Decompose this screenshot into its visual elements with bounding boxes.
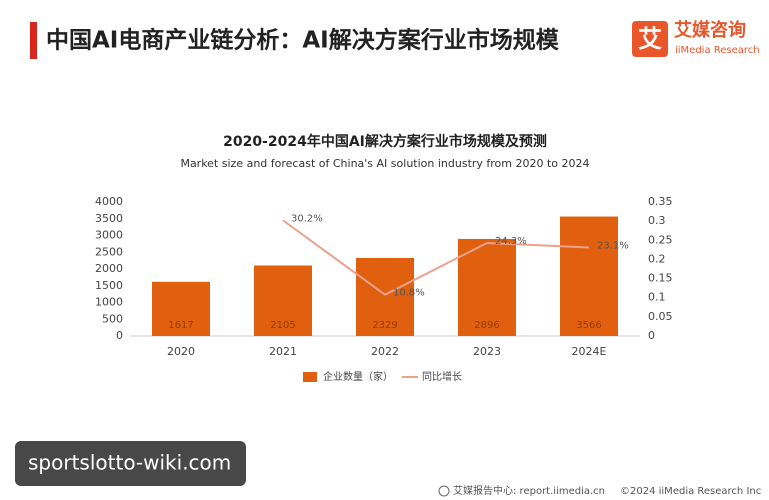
footer-copyright: ©2024 iiMedia Research Inc <box>620 486 761 497</box>
y2-tick-label: 0.05 <box>648 310 673 323</box>
x-tick-label: 2020 <box>167 345 195 358</box>
x-tick-label: 2022 <box>371 345 399 358</box>
logo-name: 艾媒咨询 <box>674 19 746 41</box>
watermark: sportslotto-wiki.com <box>28 451 231 475</box>
line-value-label: 10.8% <box>393 288 425 299</box>
y-tick-label: 500 <box>102 312 123 325</box>
logo-sub: iiMedia Research <box>675 45 760 56</box>
logo-mark: 艾 <box>638 25 662 53</box>
footer-icon <box>438 485 450 497</box>
y2-tick-label: 0.1 <box>648 291 666 304</box>
x-tick-label: 2023 <box>473 345 501 358</box>
logo-icon <box>632 21 668 57</box>
legend-label: 同比增长 <box>422 370 462 383</box>
y-tick-label: 1000 <box>95 296 123 309</box>
line-value-label: 24.3% <box>495 236 527 247</box>
watermark-box <box>15 441 246 486</box>
y-tick-label: 1500 <box>95 279 123 292</box>
footer-link: 艾媒报告中心: report.iimedia.cn <box>453 484 605 497</box>
bar <box>356 257 414 336</box>
y-tick-label: 4000 <box>95 195 123 208</box>
bar-value-label: 1617 <box>168 320 193 331</box>
y2-tick-label: 0.35 <box>648 195 673 208</box>
bar <box>152 281 210 336</box>
legend-swatch <box>303 372 317 382</box>
y2-tick-label: 0.15 <box>648 272 673 285</box>
y-tick-label: 0 <box>116 329 123 342</box>
page-title: 中国AI电商产业链分析：AI解决方案行业市场规模 <box>46 27 560 54</box>
y-tick-label: 3500 <box>95 212 123 225</box>
bar <box>458 238 516 336</box>
bar-value-label: 2329 <box>372 320 397 331</box>
y-tick-label: 2000 <box>95 262 123 275</box>
bar <box>254 265 312 336</box>
chart-title: 2020-2024年中国AI解决方案行业市场规模及预测 <box>223 133 547 150</box>
title-accent <box>30 22 37 59</box>
bar-value-label: 2896 <box>474 320 499 331</box>
x-tick-label: 2024E <box>572 345 607 358</box>
bar-value-label: 2105 <box>270 320 295 331</box>
y2-tick-label: 0.3 <box>648 214 666 227</box>
bar-value-label: 3566 <box>576 320 601 331</box>
line <box>282 219 590 296</box>
x-tick-label: 2021 <box>269 345 297 358</box>
y2-tick-label: 0 <box>648 329 655 342</box>
y-tick-label: 3000 <box>95 229 123 242</box>
y-tick-label: 2500 <box>95 245 123 258</box>
legend-label: 企业数量（家） <box>323 370 393 383</box>
bar <box>560 216 618 336</box>
line-value-label: 30.2% <box>291 213 323 224</box>
line-value-label: 23.1% <box>597 241 629 252</box>
chart-subtitle: Market size and forecast of China's AI s… <box>180 157 589 170</box>
y2-tick-label: 0.2 <box>648 252 666 265</box>
y2-tick-label: 0.25 <box>648 233 673 246</box>
